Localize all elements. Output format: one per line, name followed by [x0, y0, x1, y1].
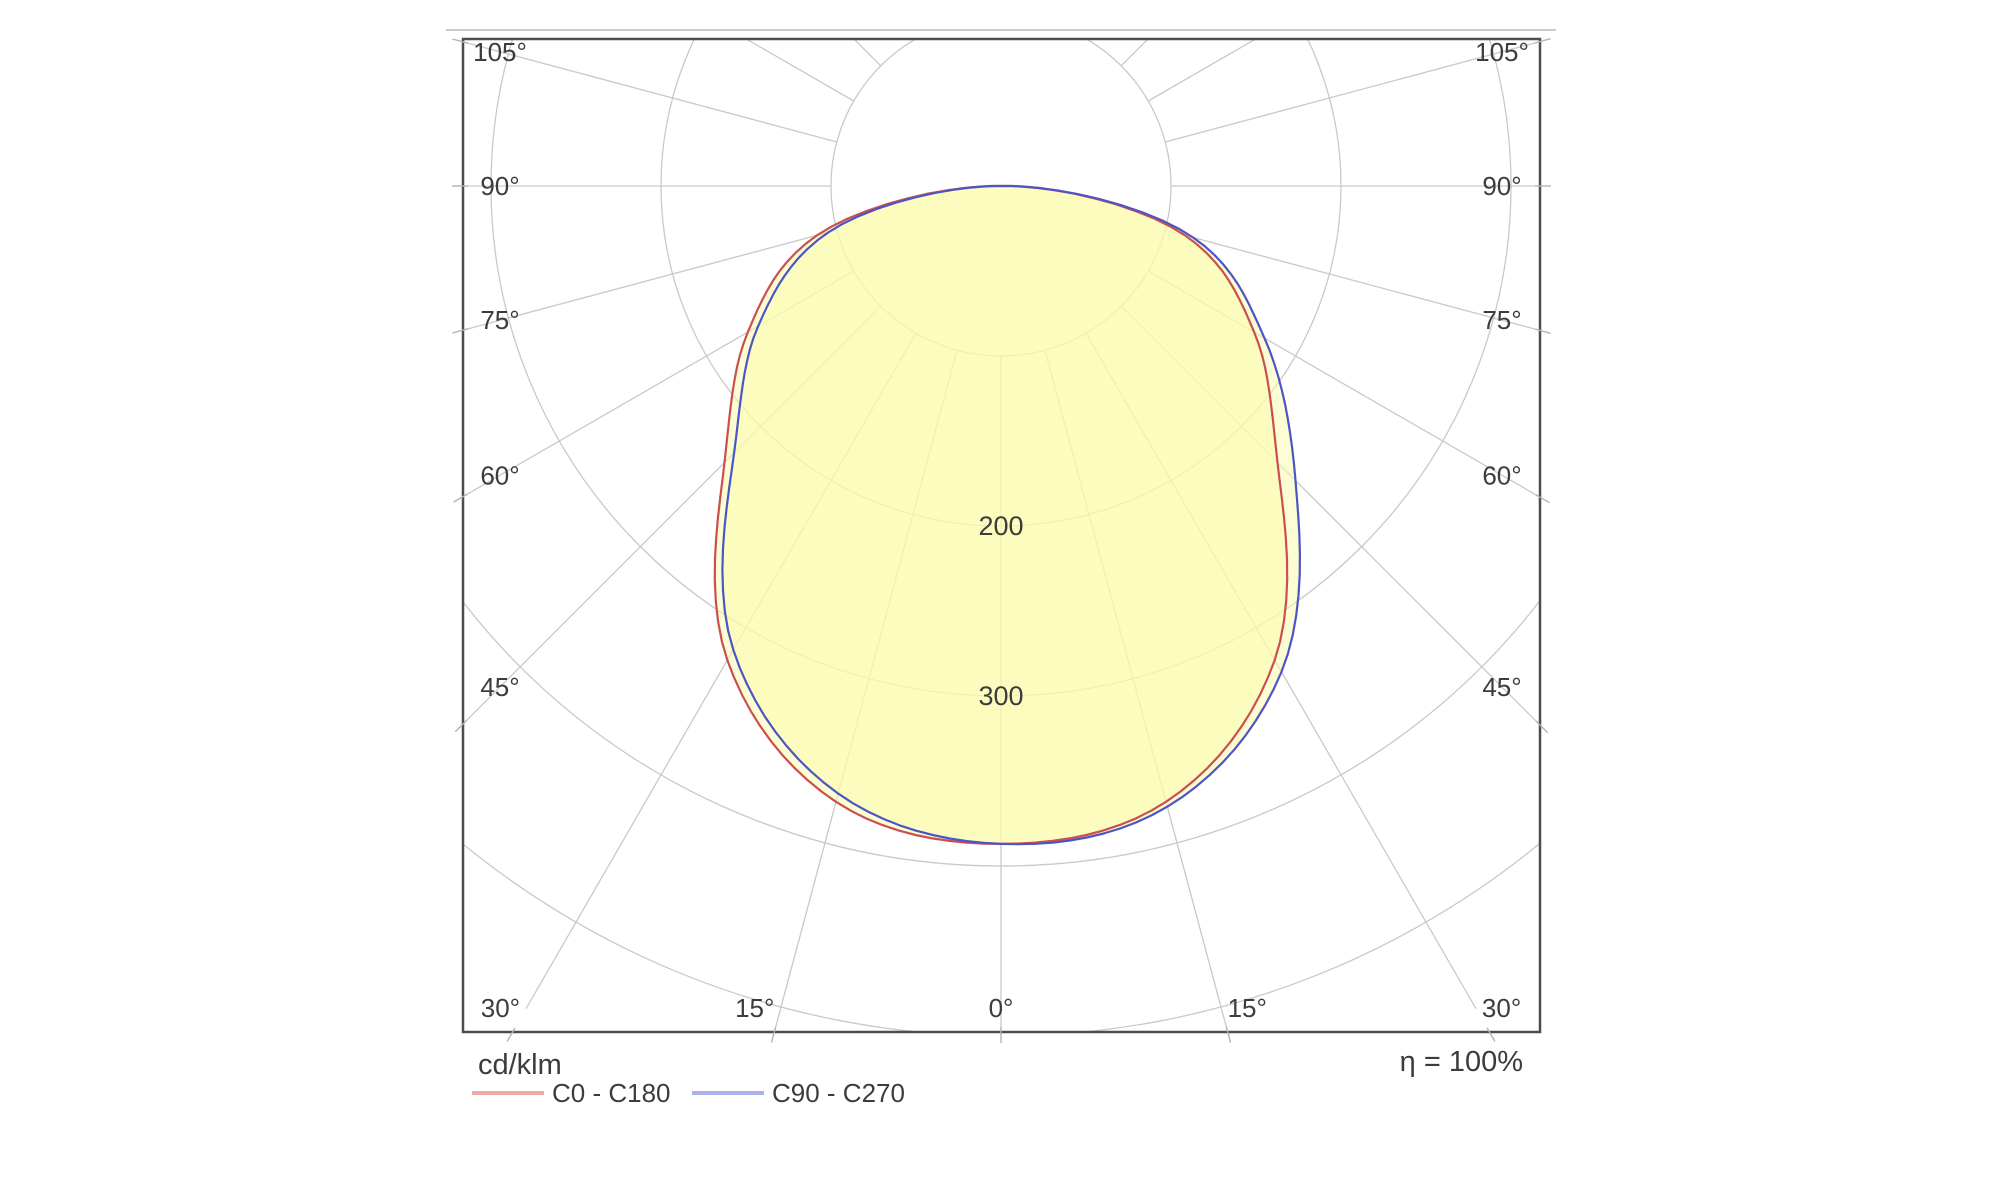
grid-ray-255: [463, 41, 837, 143]
angle-label-right-75: 75°: [1482, 305, 1521, 335]
angle-label-right-45: 45°: [1482, 672, 1521, 702]
angle-label-left-45: 45°: [480, 672, 519, 702]
angle-label-bottom-0: 0°: [989, 993, 1014, 1023]
angle-label-left-60: 60°: [480, 460, 519, 490]
tick-bottom-left-30: [506, 1027, 516, 1042]
distribution-fill-areas: [714, 186, 1300, 845]
tick-right-105: [1534, 38, 1551, 44]
legend-label-c90-c270: C90 - C270: [772, 1078, 905, 1108]
ring-value-labels: 200 300: [978, 511, 1023, 711]
fill-area-C90-C270: [722, 186, 1300, 845]
tick-left-45: [454, 719, 468, 733]
axis-ticks: [452, 38, 1551, 1043]
ring-value-label-200: 200: [978, 511, 1023, 541]
tick-bottom-right-15: [1225, 1026, 1232, 1043]
angle-label-left-75: 75°: [480, 305, 519, 335]
tick-right-75: [1534, 328, 1551, 334]
angle-label-right-90: 90°: [1482, 171, 1521, 201]
angle-label-bottom-right-15: 15°: [1228, 993, 1267, 1023]
grid-ray-75: [1165, 229, 1540, 332]
tick-bottom-left-15: [770, 1026, 777, 1043]
grid-ray-300: [463, 270, 855, 498]
tick-left-60: [453, 493, 468, 503]
angle-label-left-105: 105°: [473, 37, 527, 67]
grid-ray-285: [463, 229, 837, 331]
angle-labels: 45° 45° 60° 60° 75° 75° 90° 90° 105° 105° 0° 15° 15°…: [473, 37, 1529, 1023]
angle-label-right-105: 105°: [1475, 37, 1529, 67]
tick-right-60: [1535, 494, 1550, 504]
legend-label-c0-c180: C0 - C180: [552, 1078, 671, 1108]
legend: C0 - C180 C90 - C270: [472, 1078, 905, 1108]
tick-left-75: [452, 328, 469, 334]
efficiency-label: η = 100%: [1400, 1046, 1523, 1078]
unit-label: cd/klm: [478, 1049, 562, 1081]
curve-C90-C270: [721, 184, 1301, 846]
ring-value-label-300: 300: [978, 681, 1023, 711]
tick-right-45: [1535, 720, 1549, 734]
angle-label-right-60: 60°: [1482, 460, 1521, 490]
angle-label-bottom-left-15: 15°: [735, 993, 774, 1023]
tick-left-105: [452, 38, 469, 44]
grid-ray-105: [1165, 40, 1540, 143]
angle-label-bottom-left-30: 30°: [481, 993, 520, 1023]
angle-label-bottom-right-30: 30°: [1482, 993, 1521, 1023]
tick-bottom-right-30: [1486, 1027, 1496, 1042]
distribution-curves: [713, 184, 1301, 846]
angle-label-left-90: 90°: [480, 171, 519, 201]
